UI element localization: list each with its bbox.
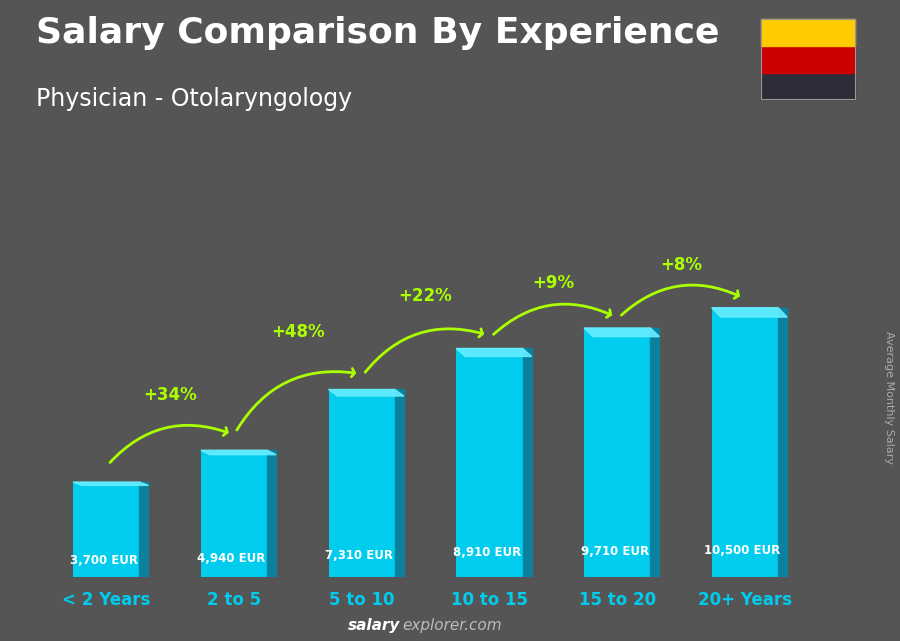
Text: explorer.com: explorer.com bbox=[402, 619, 502, 633]
Text: +34%: +34% bbox=[143, 386, 197, 404]
Polygon shape bbox=[651, 328, 660, 577]
Text: 10,500 EUR: 10,500 EUR bbox=[705, 544, 780, 557]
Polygon shape bbox=[267, 450, 276, 577]
Polygon shape bbox=[523, 349, 532, 577]
Polygon shape bbox=[778, 308, 788, 577]
Text: 7,310 EUR: 7,310 EUR bbox=[325, 549, 393, 562]
Text: 3,700 EUR: 3,700 EUR bbox=[69, 554, 138, 567]
Text: salary: salary bbox=[348, 619, 400, 633]
Text: +48%: +48% bbox=[271, 323, 325, 341]
Text: 9,710 EUR: 9,710 EUR bbox=[580, 545, 649, 558]
Polygon shape bbox=[395, 390, 404, 577]
Text: Salary Comparison By Experience: Salary Comparison By Experience bbox=[36, 16, 719, 50]
Polygon shape bbox=[73, 482, 148, 485]
Bar bbox=[328, 390, 395, 577]
Polygon shape bbox=[456, 349, 532, 356]
Bar bbox=[73, 482, 140, 577]
Polygon shape bbox=[201, 450, 276, 454]
Bar bbox=[584, 328, 651, 577]
Text: 8,910 EUR: 8,910 EUR bbox=[453, 546, 521, 560]
Text: Physician - Otolaryngology: Physician - Otolaryngology bbox=[36, 87, 352, 110]
Text: +22%: +22% bbox=[399, 287, 453, 305]
Polygon shape bbox=[140, 482, 148, 577]
Text: +8%: +8% bbox=[660, 256, 702, 274]
Polygon shape bbox=[712, 308, 788, 317]
Text: 4,940 EUR: 4,940 EUR bbox=[197, 553, 266, 565]
Text: +9%: +9% bbox=[532, 274, 574, 292]
Text: Average Monthly Salary: Average Monthly Salary bbox=[884, 331, 894, 464]
Bar bbox=[712, 308, 778, 577]
Bar bbox=[456, 349, 523, 577]
Polygon shape bbox=[584, 328, 660, 337]
Polygon shape bbox=[328, 390, 404, 396]
Bar bbox=[201, 450, 267, 577]
